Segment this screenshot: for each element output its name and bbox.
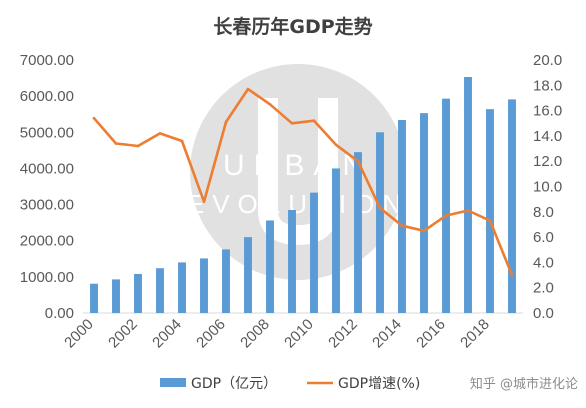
y-left-tick-label: 0.00	[45, 305, 74, 322]
y-right-tick-label: 2.0	[533, 280, 554, 297]
y-right-tick-label: 18.0	[533, 77, 562, 94]
x-tick-label: 2002	[105, 316, 141, 352]
bar	[464, 76, 472, 313]
bar	[178, 262, 186, 313]
legend: GDP（亿元） GDP增速(%)	[160, 376, 420, 392]
y-left-tick-label: 3000.00	[20, 197, 74, 214]
bar	[266, 220, 274, 313]
x-tick-label: 2012	[325, 316, 361, 352]
line-point	[422, 229, 426, 233]
watermark-text-2: EVOLUTION	[187, 189, 409, 219]
line-point	[466, 209, 470, 212]
line-series	[92, 87, 514, 277]
x-tick-label: 2008	[237, 316, 273, 352]
y-right-tick-label: 4.0	[533, 254, 554, 271]
y-axis-right: 0.0 2.0 4.0 6.0 8.0 10.0 12.0 14.0 16.0 18.0 20.0	[533, 52, 562, 322]
y-right-tick-label: 10.0	[533, 179, 562, 196]
line-point	[136, 144, 140, 148]
line-point	[202, 200, 206, 203]
y-right-tick-label: 16.0	[533, 103, 562, 120]
y-left-tick-label: 6000.00	[20, 88, 74, 105]
chart-title: 长春历年GDP走势	[213, 15, 372, 38]
bar	[310, 192, 318, 313]
line-point	[400, 224, 404, 228]
line-point	[510, 273, 514, 277]
y-right-tick-label: 20.0	[533, 52, 562, 69]
x-tick-label: 2006	[193, 316, 229, 352]
bar	[134, 273, 142, 313]
legend-swatch-gdp	[160, 378, 186, 387]
x-tick-label: 2014	[369, 316, 405, 352]
line-point	[114, 142, 118, 145]
x-axis: 2000 2002 2004 2006 2008 2010 2012 2014 2016 2018	[61, 316, 493, 352]
watermark-logo-shape	[258, 98, 338, 246]
line-point	[246, 87, 250, 91]
y-left-tick-label: 7000.00	[20, 52, 74, 69]
bar	[156, 268, 164, 313]
line-point	[488, 219, 492, 222]
line-point	[312, 119, 316, 123]
bar	[112, 279, 120, 313]
line-point	[378, 206, 382, 210]
bar	[376, 132, 384, 313]
y-right-tick-label: 14.0	[533, 128, 562, 145]
y-right-tick-label: 6.0	[533, 229, 554, 246]
y-left-tick-label: 4000.00	[20, 160, 74, 177]
y-right-tick-label: 8.0	[533, 204, 554, 221]
bar	[288, 209, 296, 313]
bar	[222, 249, 230, 313]
bar	[332, 168, 340, 313]
y-axis-left: 0.00 1000.00 2000.00 3000.00 4000.00 5000.00 6…	[20, 52, 74, 322]
x-tick-label: 2018	[457, 316, 493, 352]
y-right-tick-label: 12.0	[533, 153, 562, 170]
bar	[90, 283, 98, 313]
y-left-tick-label: 1000.00	[20, 269, 74, 286]
bar	[354, 152, 362, 313]
bar	[486, 109, 494, 313]
watermark: URBAN EVOLUTION	[187, 64, 409, 280]
watermark-logo-disc	[190, 64, 406, 280]
y-right-tick-label: 0.0	[533, 305, 554, 322]
x-tick-label: 2004	[149, 316, 185, 352]
line-point	[356, 159, 360, 163]
line-point	[334, 143, 338, 147]
legend-label-growth: GDP增速(%)	[338, 376, 420, 392]
bar	[420, 113, 428, 313]
bar	[442, 98, 450, 314]
line-point	[158, 132, 162, 135]
x-tick-label: 2010	[281, 316, 317, 352]
line-point	[92, 116, 96, 120]
x-tick-label: 2016	[413, 316, 449, 352]
line-point	[224, 120, 228, 124]
bar-series	[90, 76, 516, 314]
bar	[398, 119, 406, 313]
bar	[200, 258, 208, 313]
credit-watermark: 知乎 @城市进化论	[470, 376, 578, 392]
growth-line	[92, 87, 514, 277]
bar	[508, 99, 516, 313]
legend-label-gdp: GDP（亿元）	[191, 376, 277, 392]
line-point	[268, 102, 272, 106]
bar	[244, 237, 252, 313]
line-point	[290, 121, 294, 125]
line-point	[180, 139, 184, 143]
y-left-tick-label: 5000.00	[20, 124, 74, 141]
line-point	[444, 214, 448, 217]
watermark-text-1: URBAN	[223, 149, 373, 182]
y-left-tick-label: 2000.00	[20, 233, 74, 250]
